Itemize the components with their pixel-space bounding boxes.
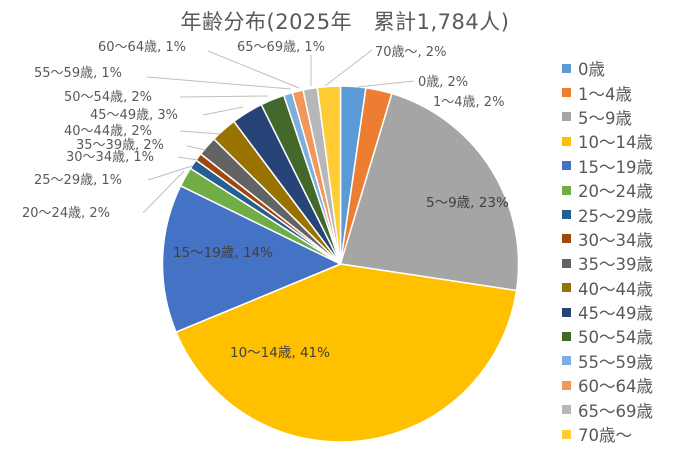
legend-item: 15～19歳 [562, 154, 653, 178]
leader-line [179, 130, 221, 135]
legend-item: 55～59歳 [562, 349, 653, 373]
legend-swatch-icon [562, 331, 571, 341]
data-label: 0歳, 2% [418, 75, 468, 90]
legend-swatch-icon [562, 210, 571, 220]
pie-slices [161, 85, 520, 443]
legend-label: 55～59歳 [578, 352, 653, 372]
legend-swatch-icon [562, 112, 571, 122]
legend-item: 30～34歳 [562, 227, 653, 251]
legend-item: 1～4歳 [562, 80, 653, 104]
legend-swatch-icon [562, 258, 571, 268]
legend-label: 0歳 [578, 60, 605, 80]
legend-swatch-icon [562, 429, 571, 439]
data-label: 60～64歳, 1% [98, 40, 186, 55]
legend-label: 5～9歳 [578, 108, 632, 128]
leader-lines [142, 49, 415, 214]
legend-swatch-icon [562, 63, 571, 73]
leader-line [146, 76, 292, 90]
legend-label: 70歳～ [578, 426, 632, 446]
legend-swatch-icon [562, 161, 571, 171]
pie-slice-4 [161, 184, 343, 334]
data-label: 70歳～, 2% [375, 45, 446, 60]
chart-legend: 0歳 1～4歳 5～9歳 10～14歳 15～19歳 20～24歳 25～29歳 30～34歳… [562, 56, 653, 446]
data-label: 30～34歳, 1% [66, 150, 154, 165]
data-label: 1～4歳, 2% [433, 95, 504, 110]
legend-item: 5～9歳 [562, 105, 653, 129]
leader-line [179, 95, 269, 98]
data-label: 10～14歳, 41% [230, 345, 330, 361]
leader-line [357, 80, 415, 88]
pie-slice-15 [316, 85, 342, 265]
legend-label: 20～24歳 [578, 182, 653, 202]
data-label: 65～69歳, 1% [237, 40, 325, 55]
legend-swatch-icon [562, 283, 571, 293]
legend-item: 65～69歳 [562, 397, 653, 421]
legend-label: 35～39歳 [578, 255, 653, 275]
legend-item: 25～29歳 [562, 202, 653, 226]
legend-item: 60～64歳 [562, 373, 653, 397]
chart-title: 年齢分布(2025年 累計1,784人) [180, 10, 510, 34]
legend-label: 15～19歳 [578, 157, 653, 177]
leader-line [202, 106, 244, 116]
data-label: 50～54歳, 2% [64, 90, 152, 105]
pie-slice-3 [175, 263, 518, 443]
data-label: 25～29歳, 1% [34, 173, 122, 188]
legend-label: 30～34歳 [578, 230, 653, 250]
data-label: 15～19歳, 14% [173, 245, 273, 261]
data-label: 55～59歳, 1% [34, 66, 122, 81]
legend-item: 45～49歳 [562, 300, 653, 324]
pie-slice-2 [339, 92, 520, 292]
leader-line [147, 165, 193, 181]
legend-label: 50～54歳 [578, 328, 653, 348]
legend-item: 20～24歳 [562, 178, 653, 202]
legend-label: 40～44歳 [578, 279, 653, 299]
legend-swatch-icon [562, 380, 571, 390]
leader-line [177, 156, 199, 161]
legend-swatch-icon [562, 356, 571, 366]
legend-item: 35～39歳 [562, 251, 653, 275]
leader-line [207, 50, 300, 89]
legend-label: 10～14歳 [578, 133, 653, 153]
legend-label: 45～49歳 [578, 304, 653, 324]
legend-label: 1～4歳 [578, 84, 632, 104]
legend-label: 25～29歳 [578, 206, 653, 226]
legend-swatch-icon [562, 88, 571, 98]
legend-item: 50～54歳 [562, 324, 653, 348]
data-label: 40～44歳, 2% [64, 124, 152, 139]
legend-swatch-icon [562, 405, 571, 415]
legend-item: 0歳 [562, 56, 653, 80]
leader-line [324, 49, 373, 87]
legend-swatch-icon [562, 234, 571, 244]
legend-swatch-icon [562, 307, 571, 317]
data-label: 45～49歳, 3% [90, 108, 178, 123]
legend-swatch-icon [562, 136, 571, 146]
data-label: 35～39歳, 2% [76, 138, 164, 153]
data-label: 20～24歳, 2% [22, 206, 110, 221]
legend-item: 40～44歳 [562, 276, 653, 300]
leader-line [186, 145, 207, 151]
data-labels: 0歳, 2% 1～4歳, 2% 5～9歳, 23% 10～14歳, 41% 15～19歳… [22, 40, 509, 361]
data-label: 5～9歳, 23% [426, 195, 509, 211]
leader-line [142, 170, 185, 214]
legend-item: 70歳～ [562, 422, 653, 446]
legend-label: 60～64歳 [578, 377, 653, 397]
legend-swatch-icon [562, 185, 571, 195]
legend-item: 10～14歳 [562, 129, 653, 153]
legend-label: 65～69歳 [578, 401, 653, 421]
